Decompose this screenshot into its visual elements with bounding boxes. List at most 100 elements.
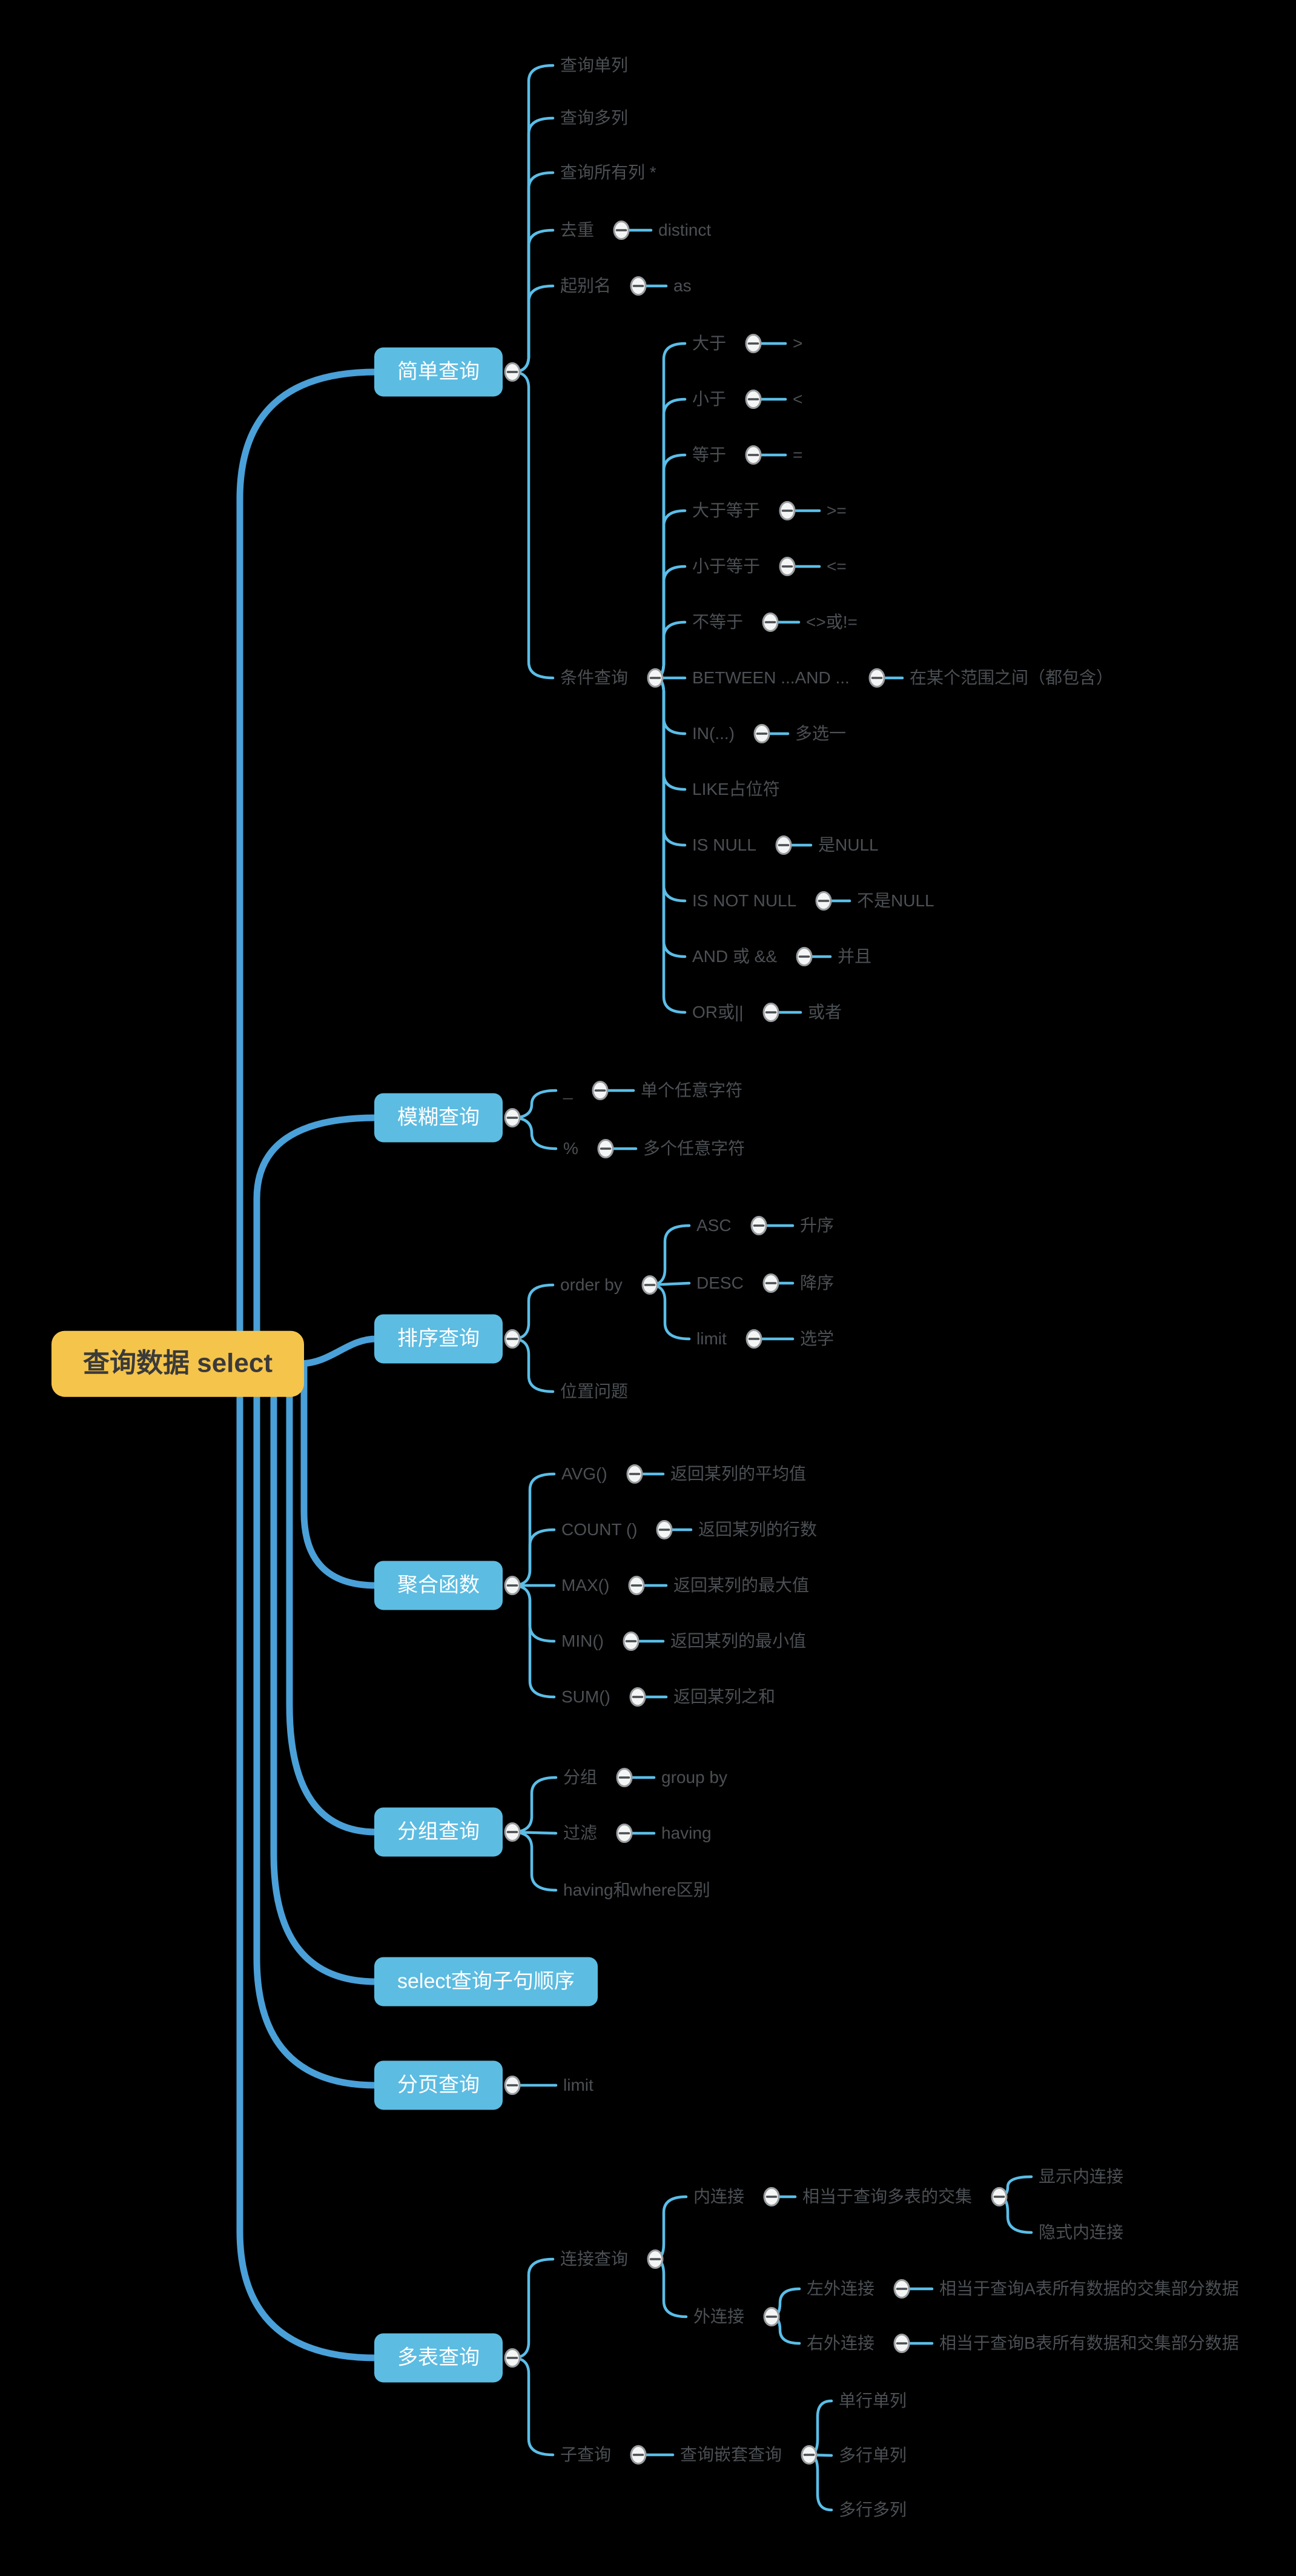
collapse-minus-icon[interactable] [504, 1822, 521, 1842]
node-multi-row-single-col[interactable]: 多行单列 [839, 2445, 907, 2465]
node-multi-row-multi-col[interactable]: 多行多列 [839, 2500, 907, 2519]
node-page-query[interactable]: 分页查询 [374, 2060, 503, 2110]
node-eq-op[interactable]: = [793, 445, 803, 464]
node-or[interactable]: OR或|| [692, 1002, 744, 1021]
collapse-minus-icon[interactable] [745, 390, 762, 409]
collapse-minus-icon[interactable] [779, 501, 796, 520]
node-in[interactable]: IN(...) [692, 723, 735, 743]
node-left-outer-join-desc[interactable]: 相当于查询A表所有数据的交集部分数据 [939, 2279, 1239, 2298]
node-count[interactable]: COUNT () [561, 1519, 638, 1539]
collapse-minus-icon[interactable] [504, 1108, 521, 1127]
collapse-minus-icon[interactable] [647, 668, 664, 688]
collapse-minus-icon[interactable] [592, 1081, 609, 1100]
node-single-row-single-col[interactable]: 单行单列 [839, 2391, 907, 2410]
node-fuzzy-query[interactable]: 模糊查询 [374, 1093, 503, 1143]
node-desc-desc[interactable]: 降序 [800, 1273, 835, 1292]
node-max-desc[interactable]: 返回某列的最大值 [673, 1575, 810, 1595]
collapse-minus-icon[interactable] [762, 612, 779, 632]
node-filter[interactable]: 过滤 [563, 1823, 598, 1842]
node-implicit-inner-join[interactable]: 隐式内连接 [1039, 2222, 1124, 2242]
node-multi-table-query[interactable]: 多表查询 [374, 2333, 503, 2383]
node-percent[interactable]: % [563, 1138, 578, 1158]
node-inner-join-desc[interactable]: 相当于查询多表的交集 [802, 2186, 973, 2206]
node-query-single-col[interactable]: 查询单列 [560, 55, 629, 75]
node-sum[interactable]: SUM() [561, 1687, 610, 1706]
collapse-minus-icon[interactable] [616, 1768, 633, 1787]
node-percent-desc[interactable]: 多个任意字符 [643, 1138, 746, 1158]
node-grouping[interactable]: 分组 [563, 1767, 598, 1787]
collapse-minus-icon[interactable] [597, 1139, 614, 1158]
node-sub-query[interactable]: 子查询 [560, 2445, 612, 2464]
node-min-desc[interactable]: 返回某列的最小值 [670, 1631, 807, 1650]
node-root[interactable]: 查询数据 select [51, 1330, 304, 1397]
node-neq[interactable]: 不等于 [692, 612, 744, 631]
node-and-desc[interactable]: 并且 [838, 946, 872, 966]
node-neq-op[interactable]: <>或!= [806, 612, 858, 631]
node-gte[interactable]: 大于等于 [692, 500, 761, 520]
node-inner-join[interactable]: 内连接 [693, 2186, 745, 2206]
collapse-minus-icon[interactable] [504, 1576, 521, 1595]
node-explicit-inner-join[interactable]: 显示内连接 [1039, 2166, 1124, 2186]
node-group-query[interactable]: 分组查询 [374, 1807, 503, 1857]
collapse-minus-icon[interactable] [656, 1520, 673, 1539]
collapse-minus-icon[interactable] [745, 334, 762, 353]
node-select-clause-order[interactable]: select查询子句顺序 [374, 1957, 598, 2007]
node-having[interactable]: having [661, 1823, 712, 1842]
collapse-minus-icon[interactable] [893, 2279, 910, 2299]
node-distinct[interactable]: distinct [658, 220, 712, 239]
node-group-by[interactable]: group by [661, 1767, 727, 1787]
node-avg-desc[interactable]: 返回某列的平均值 [670, 1464, 807, 1483]
node-sum-desc[interactable]: 返回某列之和 [673, 1687, 776, 1706]
node-outer-join[interactable]: 外连接 [693, 2306, 745, 2326]
node-dedupe[interactable]: 去重 [560, 220, 595, 239]
collapse-minus-icon[interactable] [753, 724, 770, 743]
node-right-outer-join[interactable]: 右外连接 [807, 2333, 875, 2352]
node-gt[interactable]: 大于 [692, 333, 727, 353]
node-and[interactable]: AND 或 && [692, 946, 778, 966]
node-limit-order-desc[interactable]: 选学 [800, 1329, 835, 1348]
node-asc[interactable]: ASC [696, 1215, 732, 1235]
node-query-all-col[interactable]: 查询所有列 * [560, 162, 656, 182]
node-is-not-null[interactable]: IS NOT NULL [692, 891, 797, 910]
node-is-null[interactable]: IS NULL [692, 835, 756, 854]
node-desc[interactable]: DESC [696, 1273, 744, 1292]
node-aggregate-func[interactable]: 聚合函数 [374, 1561, 503, 1610]
collapse-minus-icon[interactable] [626, 1464, 643, 1484]
node-nested-query[interactable]: 查询嵌套查询 [680, 2445, 782, 2464]
node-limit-page[interactable]: limit [563, 2075, 593, 2094]
collapse-minus-icon[interactable] [763, 2187, 780, 2206]
node-limit-order[interactable]: limit [696, 1329, 727, 1348]
collapse-minus-icon[interactable] [630, 2445, 647, 2465]
node-query-multi-col[interactable]: 查询多列 [560, 108, 629, 127]
collapse-minus-icon[interactable] [746, 1329, 762, 1349]
node-left-outer-join[interactable]: 左外连接 [807, 2279, 875, 2298]
node-underscore[interactable]: _ [563, 1080, 573, 1100]
node-lte-op[interactable]: <= [827, 556, 847, 576]
collapse-minus-icon[interactable] [762, 1003, 779, 1022]
collapse-minus-icon[interactable] [991, 2187, 1008, 2206]
collapse-minus-icon[interactable] [616, 1824, 633, 1843]
collapse-minus-icon[interactable] [630, 276, 647, 296]
node-is-not-null-desc[interactable]: 不是NULL [857, 891, 934, 910]
node-like[interactable]: LIKE占位符 [692, 779, 780, 798]
node-alias[interactable]: 起别名 [560, 276, 612, 295]
collapse-minus-icon[interactable] [745, 445, 762, 465]
collapse-minus-icon[interactable] [775, 835, 792, 855]
collapse-minus-icon[interactable] [801, 2445, 818, 2465]
collapse-minus-icon[interactable] [762, 1273, 779, 1293]
node-eq[interactable]: 等于 [692, 445, 727, 464]
node-asc-desc[interactable]: 升序 [800, 1215, 835, 1235]
collapse-minus-icon[interactable] [504, 1329, 521, 1349]
collapse-minus-icon[interactable] [750, 1216, 767, 1235]
node-join-query[interactable]: 连接查询 [560, 2249, 629, 2268]
collapse-minus-icon[interactable] [641, 1275, 658, 1295]
node-or-desc[interactable]: 或者 [808, 1002, 842, 1021]
collapse-minus-icon[interactable] [613, 221, 630, 240]
collapse-minus-icon[interactable] [504, 2348, 521, 2368]
node-avg[interactable]: AVG() [561, 1464, 607, 1483]
node-simple-query[interactable]: 简单查询 [374, 347, 503, 397]
collapse-minus-icon[interactable] [893, 2334, 910, 2353]
node-order-query[interactable]: 排序查询 [374, 1314, 503, 1364]
collapse-minus-icon[interactable] [763, 2307, 780, 2326]
node-lt-op[interactable]: < [793, 389, 803, 408]
